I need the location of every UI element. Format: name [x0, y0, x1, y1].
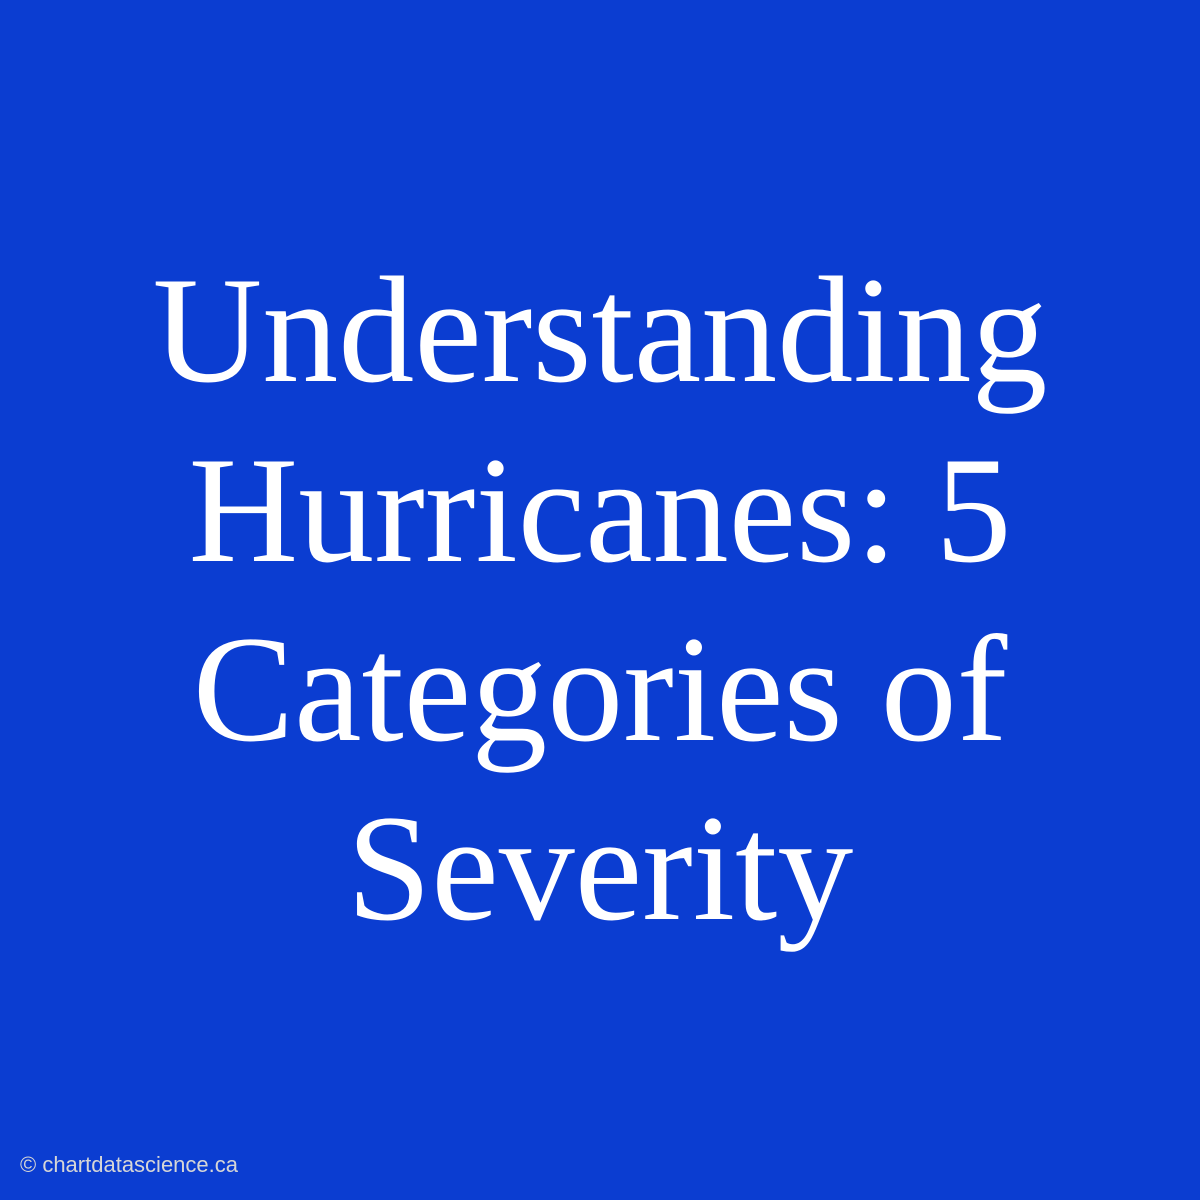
attribution-text: © chartdatascience.ca	[20, 1152, 238, 1178]
slide-title: Understanding Hurricanes: 5 Categories o…	[0, 241, 1200, 958]
title-slide: Understanding Hurricanes: 5 Categories o…	[0, 0, 1200, 1200]
